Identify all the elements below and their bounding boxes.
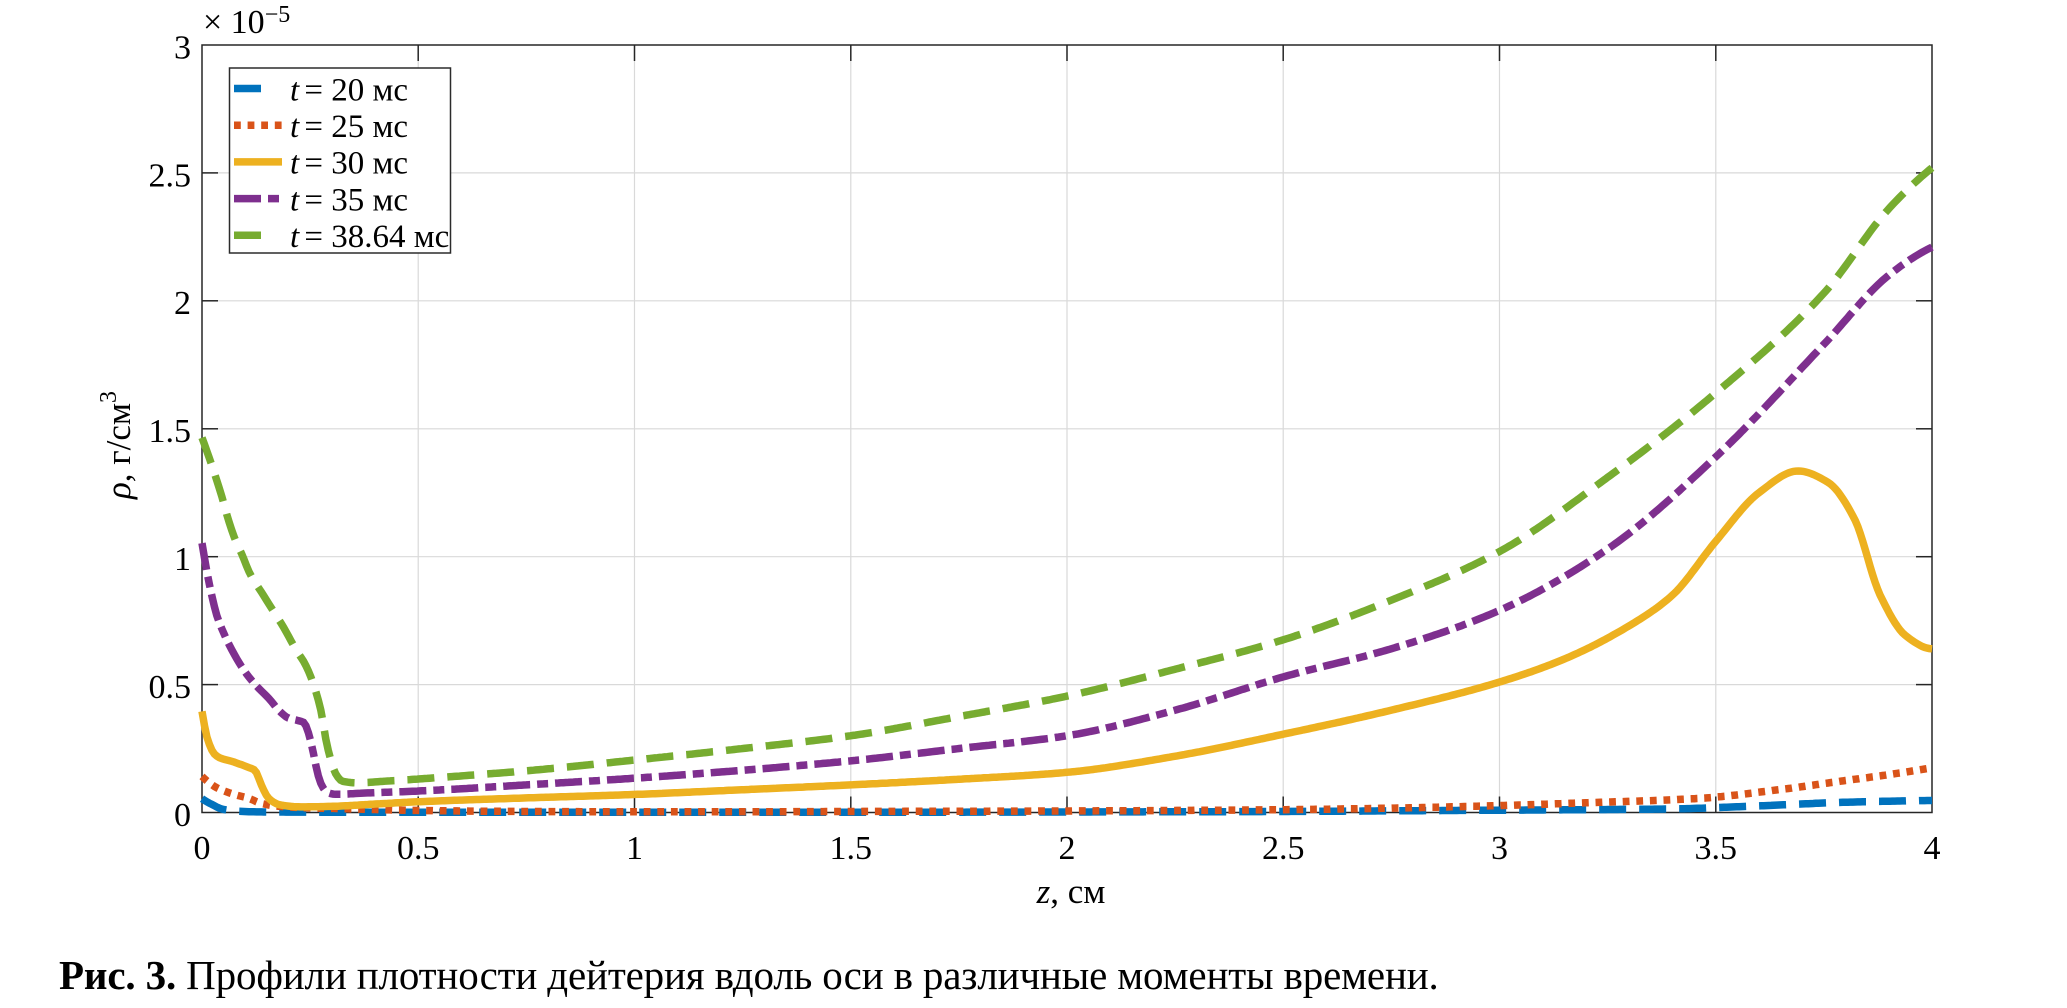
svg-text:0: 0 xyxy=(174,797,191,834)
svg-text:0.5: 0.5 xyxy=(149,669,192,706)
svg-text:2.5: 2.5 xyxy=(149,157,192,194)
svg-text:1.5: 1.5 xyxy=(149,413,192,450)
svg-text:1.5: 1.5 xyxy=(830,830,873,867)
svg-text:z, см: z, см xyxy=(1036,872,1106,911)
svg-text:1: 1 xyxy=(174,541,191,578)
svg-text:t = 38.64 мс: t = 38.64 мс xyxy=(290,219,449,255)
svg-text:ρ, г/см3: ρ, г/см3 xyxy=(96,391,139,500)
svg-text:0: 0 xyxy=(194,830,211,867)
svg-text:1: 1 xyxy=(626,830,643,867)
svg-text:t = 20 мс: t = 20 мс xyxy=(290,72,408,108)
svg-text:t = 35 мс: t = 35 мс xyxy=(290,182,408,218)
svg-text:t = 25 мс: t = 25 мс xyxy=(290,109,408,145)
svg-text:2: 2 xyxy=(174,285,191,322)
svg-text:2: 2 xyxy=(1059,830,1076,867)
svg-text:3: 3 xyxy=(1491,830,1508,867)
svg-text:t = 30 мс: t = 30 мс xyxy=(290,146,408,182)
svg-text:0.5: 0.5 xyxy=(397,830,440,867)
svg-text:2.5: 2.5 xyxy=(1262,830,1305,867)
svg-text:4: 4 xyxy=(1924,830,1941,867)
svg-text:3: 3 xyxy=(174,29,191,66)
svg-text:Рис. 3. Профили плотности дейт: Рис. 3. Профили плотности дейтерия вдоль… xyxy=(59,952,1439,998)
svg-text:3.5: 3.5 xyxy=(1695,830,1738,867)
